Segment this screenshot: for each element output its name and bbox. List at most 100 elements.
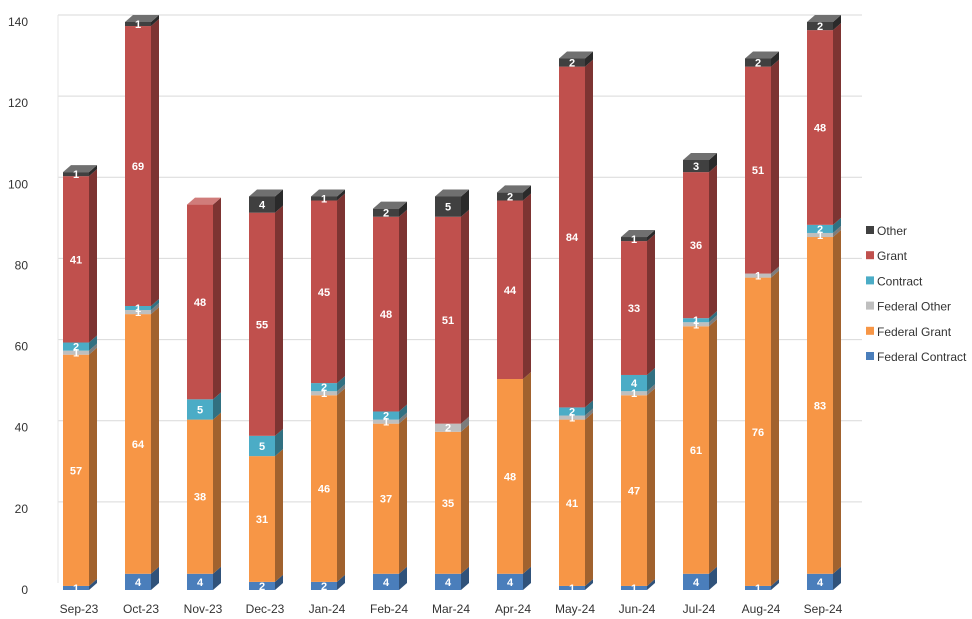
- bar-segment: [497, 192, 523, 201]
- bar-segment: [125, 573, 151, 590]
- data-label: 2: [817, 224, 823, 236]
- bar-segment: [311, 391, 337, 396]
- data-label: 4: [383, 577, 390, 589]
- bar-side: [523, 193, 531, 380]
- legend-swatch: [866, 326, 874, 335]
- bar-segment: [125, 306, 151, 311]
- bar-side: [709, 311, 717, 323]
- bar-segment: [435, 423, 461, 432]
- bar-side: [275, 449, 283, 582]
- bar-side: [337, 388, 345, 582]
- bar-side: [399, 404, 407, 420]
- data-label: 45: [318, 287, 330, 299]
- data-label: 1: [73, 348, 79, 360]
- bar-segment: [683, 322, 709, 327]
- legend-label: Federal Other: [877, 300, 951, 314]
- bar-side: [213, 412, 221, 574]
- bar-side: [833, 225, 841, 238]
- data-label: 36: [690, 240, 702, 252]
- bar-segment: [745, 66, 771, 274]
- bar-segment: [187, 573, 213, 590]
- x-tick-label: May-24: [555, 602, 595, 616]
- data-label: 1: [693, 319, 699, 331]
- bar-segment: [187, 419, 213, 574]
- data-label: 41: [70, 254, 82, 266]
- data-label: 4: [507, 577, 514, 589]
- bars-layer: [63, 15, 841, 590]
- bar-segment: [373, 573, 399, 590]
- bar-side: [523, 372, 531, 574]
- bar-segment: [559, 66, 585, 408]
- data-label: 48: [380, 309, 392, 321]
- bar-segment: [63, 354, 89, 586]
- legend-label: Federal Contract: [877, 350, 967, 364]
- x-tick-label: Jun-24: [619, 602, 656, 616]
- y-tick-label: 80: [15, 258, 29, 272]
- bar-segment: [249, 212, 275, 436]
- bar-segment: [683, 172, 709, 319]
- data-label: 2: [383, 208, 389, 220]
- bar-segment: [745, 273, 771, 278]
- x-tick-label: Nov-23: [184, 602, 223, 616]
- bar-side: [461, 209, 469, 424]
- y-tick-label: 20: [15, 502, 29, 516]
- bar-top: [249, 189, 283, 197]
- bar-side: [461, 416, 469, 432]
- bar-side: [585, 412, 593, 586]
- bar-segment: [125, 310, 151, 315]
- data-label: 38: [194, 492, 206, 504]
- bar-segment: [745, 585, 771, 590]
- data-label: 83: [814, 400, 826, 412]
- bar-side: [833, 566, 841, 590]
- bar-side: [151, 303, 159, 315]
- bar-side: [275, 189, 283, 213]
- bar-side: [647, 384, 655, 396]
- bar-top: [435, 189, 469, 197]
- bar-segment: [807, 22, 833, 31]
- data-label: 1: [569, 413, 575, 425]
- legend-swatch: [866, 251, 874, 260]
- data-label: 2: [445, 423, 451, 435]
- data-label: 1: [693, 315, 699, 327]
- bar-side: [833, 217, 841, 233]
- bar-top: [497, 185, 531, 193]
- data-label: 48: [504, 471, 516, 483]
- legend-label: Contract: [877, 274, 923, 288]
- bar-side: [647, 578, 655, 590]
- bar-segment: [621, 374, 647, 392]
- bar-side: [771, 59, 779, 274]
- data-label: 3: [693, 161, 699, 173]
- data-label: 2: [73, 342, 79, 354]
- data-label: 44: [504, 285, 517, 297]
- bar-side: [585, 408, 593, 420]
- x-tick-label: Apr-24: [495, 602, 531, 616]
- bar-segment: [435, 573, 461, 590]
- bar-side: [399, 566, 407, 590]
- bar-side: [647, 388, 655, 586]
- bar-segment: [125, 26, 151, 307]
- bar-side: [213, 392, 221, 420]
- bar-top: [559, 51, 593, 59]
- data-label: 46: [318, 484, 330, 496]
- bar-side: [647, 367, 655, 392]
- data-label: 1: [321, 388, 327, 400]
- data-label: 5: [445, 202, 451, 214]
- x-tick-label: Jan-24: [309, 602, 346, 616]
- data-label: 37: [380, 494, 392, 506]
- x-tick-label: Aug-24: [742, 602, 781, 616]
- data-label: 1: [73, 169, 79, 181]
- bar-side: [771, 51, 779, 67]
- bar-segment: [621, 391, 647, 396]
- data-label: 2: [259, 581, 265, 593]
- bar-segment: [311, 581, 337, 590]
- bar-side: [89, 347, 97, 586]
- data-label: 69: [132, 161, 144, 173]
- bar-side: [461, 424, 469, 574]
- bar-side: [337, 574, 345, 590]
- x-tick-label: Jul-24: [683, 602, 716, 616]
- bar-segment: [497, 573, 523, 590]
- bar-segment: [249, 196, 275, 213]
- bar-top: [621, 230, 655, 238]
- data-label: 1: [383, 417, 389, 429]
